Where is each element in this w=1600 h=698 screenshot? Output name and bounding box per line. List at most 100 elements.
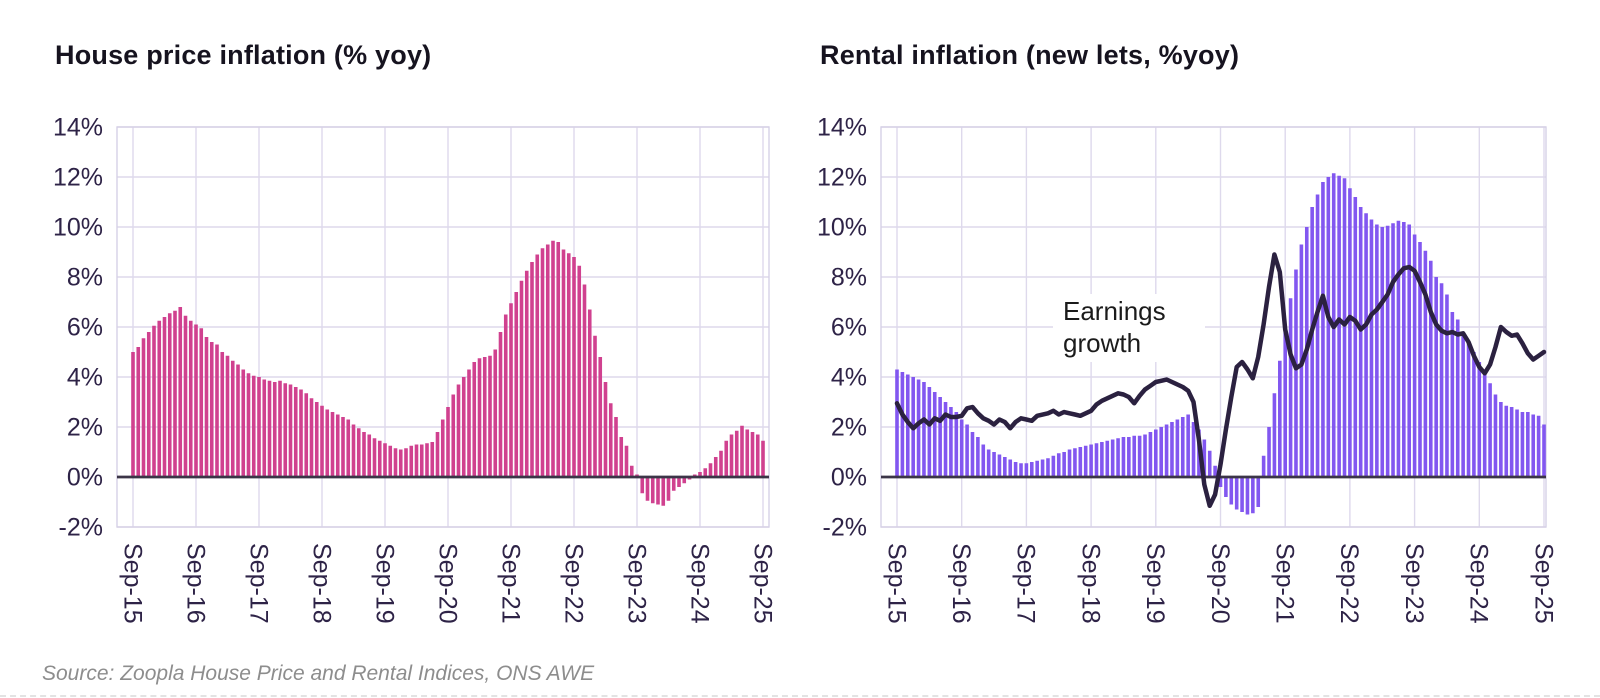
bar [734,430,739,477]
bar [1116,438,1120,477]
bar [943,402,948,477]
bar [173,310,177,477]
bar [267,380,272,477]
bar [1321,182,1325,477]
bar [1164,424,1169,477]
bar [1353,197,1358,477]
bar [1240,477,1244,512]
bar [603,382,608,477]
bar [477,358,482,477]
y-tick-label: 14% [53,114,103,142]
bar [204,337,209,477]
bar [1175,419,1180,477]
bar [293,387,298,477]
bar [661,477,666,506]
x-tick-label: Sep-25 [1529,543,1557,624]
x-tick-label: Sep-22 [1335,543,1363,624]
bar [509,303,513,477]
bar [1089,444,1093,477]
bar [283,383,288,477]
left-chart-title: House price inflation (% yoy) [55,40,432,70]
bar [1251,477,1255,514]
bar [356,428,361,477]
bar [1256,477,1261,507]
bar [1029,462,1034,477]
bar [467,369,471,477]
bar [162,317,167,477]
bar [608,403,613,477]
bar [981,444,986,477]
bar [1132,435,1137,477]
bar [1488,383,1492,477]
bar [1170,422,1174,477]
bar [566,253,571,477]
bar [262,379,267,477]
bar [157,320,162,477]
bar [745,429,750,477]
bar [895,369,899,477]
bar [540,248,545,477]
x-tick-label: Sep-17 [1012,543,1040,624]
bar [1062,452,1066,477]
bar [1520,412,1525,477]
bar [341,417,345,477]
bar [1137,435,1142,477]
bar [698,472,702,477]
bar [1143,434,1147,477]
bar [645,477,650,501]
bar [1358,207,1363,477]
bar [1234,477,1239,510]
bar [1482,374,1487,477]
bar [524,270,529,477]
bar [346,419,351,477]
bar [1310,207,1314,477]
annotation-bg [1053,294,1205,362]
x-tick-label: Sep-20 [433,543,461,624]
bar [1396,220,1401,477]
bar [1207,450,1212,477]
bar [1105,440,1110,477]
bar [1315,194,1320,477]
bar [1466,343,1471,477]
bar [572,257,576,477]
bar [1024,463,1029,477]
bar [251,375,256,477]
bar [1294,269,1298,477]
bar [1536,415,1541,477]
bar [1154,429,1158,477]
bar [954,412,959,477]
bar [246,373,251,477]
bar [1073,448,1077,477]
bar [398,449,403,477]
bar [1040,459,1045,477]
bar [178,307,183,477]
x-tick-label: Sep-15 [882,543,910,624]
bar [551,240,555,477]
bar [209,342,214,477]
bar [1364,213,1368,477]
bar [713,457,718,477]
y-tick-label: -2% [59,514,103,542]
bar [992,452,996,477]
bar [997,454,1002,477]
bar [278,380,282,477]
bar [519,280,524,477]
source-note: Source: Zoopla House Price and Rental In… [42,662,595,685]
bar [351,424,356,477]
y-tick-label: 6% [831,314,867,342]
bar [1180,417,1185,477]
earnings-growth-line [894,252,1547,509]
bar [582,284,587,477]
bar [1003,457,1007,477]
bar [514,292,519,477]
bar [503,314,508,477]
plot-border [880,126,1547,528]
x-tick-label: Sep-16 [181,543,209,624]
bar [1428,260,1433,477]
bar [325,409,330,477]
bar [932,392,937,477]
bar [598,357,603,477]
bar [965,424,969,477]
bar [922,382,926,477]
